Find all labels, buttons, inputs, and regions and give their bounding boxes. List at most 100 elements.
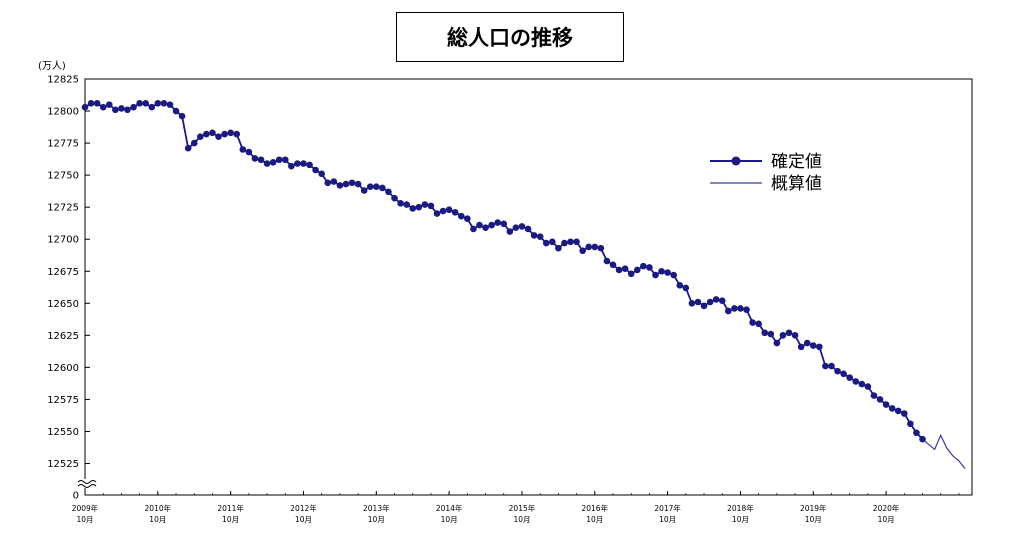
series-confirmed-point: [197, 133, 204, 140]
series-confirmed-point: [209, 129, 216, 137]
x-axis-ticks: 2009年 10月 2010年 10月 2011年 10月 2012年 10月 2013年 10月…: [72, 491, 960, 524]
y-tick-label: 12750: [47, 171, 79, 182]
series-confirmed-point: [366, 183, 374, 190]
x-tick-year: 2010年: [145, 503, 172, 513]
series-confirmed-point: [725, 307, 732, 315]
series-confirmed-point: [439, 207, 447, 215]
series-confirmed-point: [360, 187, 368, 194]
series-confirmed-point: [749, 319, 756, 326]
series-confirmed-point: [81, 103, 89, 111]
series-confirmed-point: [561, 239, 568, 247]
series-confirmed-point: [239, 146, 247, 153]
series-confirmed-point: [403, 201, 410, 208]
series-confirmed-point: [294, 160, 301, 167]
series-confirmed-point: [312, 166, 319, 174]
series-confirmed-point: [421, 201, 429, 208]
series-confirmed-point: [257, 156, 265, 164]
series-confirmed-point: [105, 101, 113, 108]
series-layer: [81, 100, 966, 469]
series-confirmed-point: [646, 264, 653, 271]
series-confirmed-point: [767, 330, 775, 338]
series-confirmed-point: [373, 183, 380, 190]
series-confirmed-point: [500, 220, 508, 228]
series-confirmed-point: [621, 265, 629, 272]
series-confirmed-point: [227, 129, 234, 137]
series-confirmed-point: [148, 103, 156, 111]
series-confirmed-point: [269, 159, 277, 166]
series-confirmed-point: [379, 184, 386, 192]
series-confirmed-point: [858, 380, 866, 388]
y-tick-label: 12575: [47, 395, 79, 406]
series-confirmed-point: [913, 429, 920, 437]
y-axis-ticks: 12825 12800 12775 12750 12725 12700 12675 12650…: [47, 75, 90, 502]
series-confirmed-point: [300, 160, 307, 167]
series-confirmed-point: [470, 225, 477, 233]
series-confirmed-point: [718, 297, 726, 305]
series-confirmed-point: [215, 133, 222, 140]
series-confirmed-point: [573, 238, 580, 246]
y-tick-label: 12625: [47, 331, 79, 342]
series-confirmed-point: [112, 106, 119, 114]
plot-area-frame: [84, 78, 973, 496]
series-confirmed-point: [136, 100, 143, 107]
y-tick-label: 12825: [47, 75, 79, 86]
x-tick-year: 2014年: [436, 503, 463, 513]
series-confirmed-point: [190, 139, 198, 147]
y-tick-label: 12725: [47, 203, 79, 214]
series-confirmed-point: [494, 219, 501, 226]
series-confirmed-point: [263, 160, 271, 167]
x-tick-month: 10月: [513, 515, 530, 524]
series-confirmed-point: [524, 225, 532, 233]
legend-confirmed-label: 確定値: [771, 152, 822, 172]
x-tick-year: 2012年: [290, 503, 317, 513]
series-confirmed-point: [567, 238, 574, 246]
series-confirmed-point: [712, 296, 720, 303]
y-axis-unit-label: (万人): [38, 60, 66, 72]
series-confirmed-point: [591, 243, 599, 251]
series-confirmed-point: [658, 267, 665, 275]
x-tick-year: 2019年: [800, 503, 827, 513]
series-confirmed-point: [530, 232, 538, 239]
series-confirmed-point: [330, 178, 338, 185]
axis-break-gap: [79, 479, 91, 488]
y-tick-label: 12550: [47, 427, 79, 438]
series-confirmed-point: [166, 101, 174, 108]
series-confirmed-point: [585, 243, 593, 251]
series-confirmed-point: [336, 182, 344, 189]
series-confirmed-point: [451, 208, 459, 216]
series-confirmed-point: [245, 148, 253, 156]
series-confirmed-point: [803, 339, 811, 347]
series-confirmed-point: [633, 266, 641, 274]
series-confirmed-point: [700, 302, 708, 310]
series-confirmed-point: [743, 306, 750, 314]
series-confirmed-point: [99, 103, 107, 111]
series-confirmed-point: [476, 221, 483, 229]
x-tick-month: 10月: [76, 515, 93, 524]
series-confirmed-point: [864, 383, 872, 390]
series-confirmed-point: [391, 194, 398, 202]
x-tick-year: 2020年: [873, 503, 900, 513]
series-confirmed-point: [816, 343, 823, 351]
series-confirmed-point: [579, 247, 586, 255]
y-tick-label: 12525: [47, 459, 79, 470]
series-confirmed-point: [409, 205, 417, 212]
series-confirmed-point: [694, 298, 702, 306]
series-confirmed-point: [640, 262, 647, 270]
x-tick-year: 2013年: [363, 503, 390, 513]
series-confirmed-point: [627, 270, 635, 278]
series-confirmed-point: [433, 210, 441, 217]
series-confirmed-point: [324, 179, 332, 187]
x-tick-year: 2016年: [581, 503, 608, 513]
x-tick-month: 10月: [659, 515, 676, 524]
series-confirmed-point: [688, 299, 696, 307]
y-tick-label: 12800: [47, 107, 79, 118]
series-confirmed-point: [682, 284, 690, 292]
series-confirmed-point: [676, 282, 684, 289]
series-confirmed-point: [846, 374, 853, 381]
x-tick-month: 10月: [295, 515, 312, 524]
series-confirmed-point: [919, 435, 926, 443]
x-tick-month: 10月: [805, 515, 822, 524]
series-confirmed-point: [251, 155, 259, 162]
